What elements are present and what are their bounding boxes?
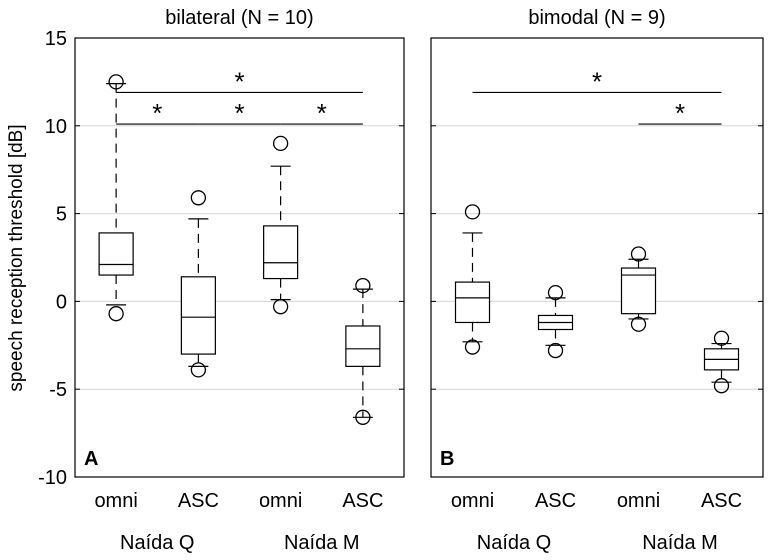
x-group-label: Naída Q bbox=[120, 532, 194, 554]
outlier-marker bbox=[630, 246, 647, 262]
x-group-label: Naída M bbox=[284, 532, 360, 554]
panel-title: bilateral (N = 10) bbox=[165, 7, 313, 29]
outlier-marker bbox=[630, 316, 647, 332]
x-category-label: omni bbox=[259, 490, 302, 512]
box-asc-q bbox=[180, 190, 216, 378]
x-category-label: omni bbox=[451, 490, 494, 512]
outlier-marker bbox=[464, 204, 481, 220]
box-omni-q bbox=[98, 74, 134, 322]
significance-star: * bbox=[317, 98, 327, 128]
box-asc-q bbox=[537, 284, 574, 359]
y-tick-label: 5 bbox=[56, 204, 67, 226]
x-category-label: ASC bbox=[342, 490, 383, 512]
outlier-marker bbox=[190, 190, 207, 206]
y-axis-label: speech reception threshold [dB] bbox=[6, 124, 27, 391]
box-asc-m bbox=[345, 277, 381, 425]
panel-letter: B bbox=[440, 448, 454, 470]
iqr-box bbox=[263, 225, 299, 280]
x-category-label: ASC bbox=[535, 490, 576, 512]
iqr-box bbox=[345, 325, 381, 367]
iqr-box bbox=[454, 281, 491, 324]
plot-frame bbox=[430, 37, 764, 478]
x-group-label: Naída M bbox=[642, 532, 718, 554]
outlier-marker bbox=[190, 362, 207, 378]
significance-star: * bbox=[592, 66, 602, 96]
outlier-marker bbox=[547, 342, 564, 359]
box-asc-m bbox=[703, 330, 740, 394]
outlier-marker bbox=[272, 299, 289, 315]
x-category-label: ASC bbox=[178, 490, 219, 512]
iqr-box bbox=[98, 232, 134, 276]
outlier-marker bbox=[713, 330, 730, 346]
significance-star: * bbox=[234, 98, 244, 128]
y-tick-label: 0 bbox=[56, 291, 67, 313]
outlier-marker bbox=[355, 277, 371, 294]
x-category-label: omni bbox=[94, 490, 137, 512]
x-group-label: Naída Q bbox=[477, 532, 551, 554]
y-tick-label: 15 bbox=[45, 28, 67, 50]
plot-frame bbox=[74, 37, 405, 478]
x-category-label: omni bbox=[617, 490, 660, 512]
box-omni-m bbox=[263, 135, 299, 315]
y-tick-label: 10 bbox=[45, 116, 67, 138]
outlier-marker bbox=[713, 378, 730, 394]
outlier-marker bbox=[108, 74, 124, 90]
significance-star: * bbox=[234, 66, 244, 96]
y-tick-label: -10 bbox=[38, 467, 67, 489]
panel-title: bimodal (N = 9) bbox=[528, 7, 665, 29]
iqr-box bbox=[180, 276, 216, 355]
outlier-marker bbox=[547, 284, 564, 301]
y-tick-label: -5 bbox=[49, 379, 67, 401]
significance-star: * bbox=[675, 98, 685, 128]
outlier-marker bbox=[355, 409, 371, 425]
box-omni-q bbox=[454, 204, 491, 355]
significance-star: * bbox=[152, 98, 162, 128]
outlier-marker bbox=[464, 339, 481, 355]
outlier-marker bbox=[108, 306, 124, 322]
outlier-marker bbox=[272, 135, 289, 152]
panel-letter: A bbox=[84, 448, 98, 470]
box-omni-m bbox=[620, 246, 657, 332]
x-category-label: ASC bbox=[701, 490, 742, 512]
